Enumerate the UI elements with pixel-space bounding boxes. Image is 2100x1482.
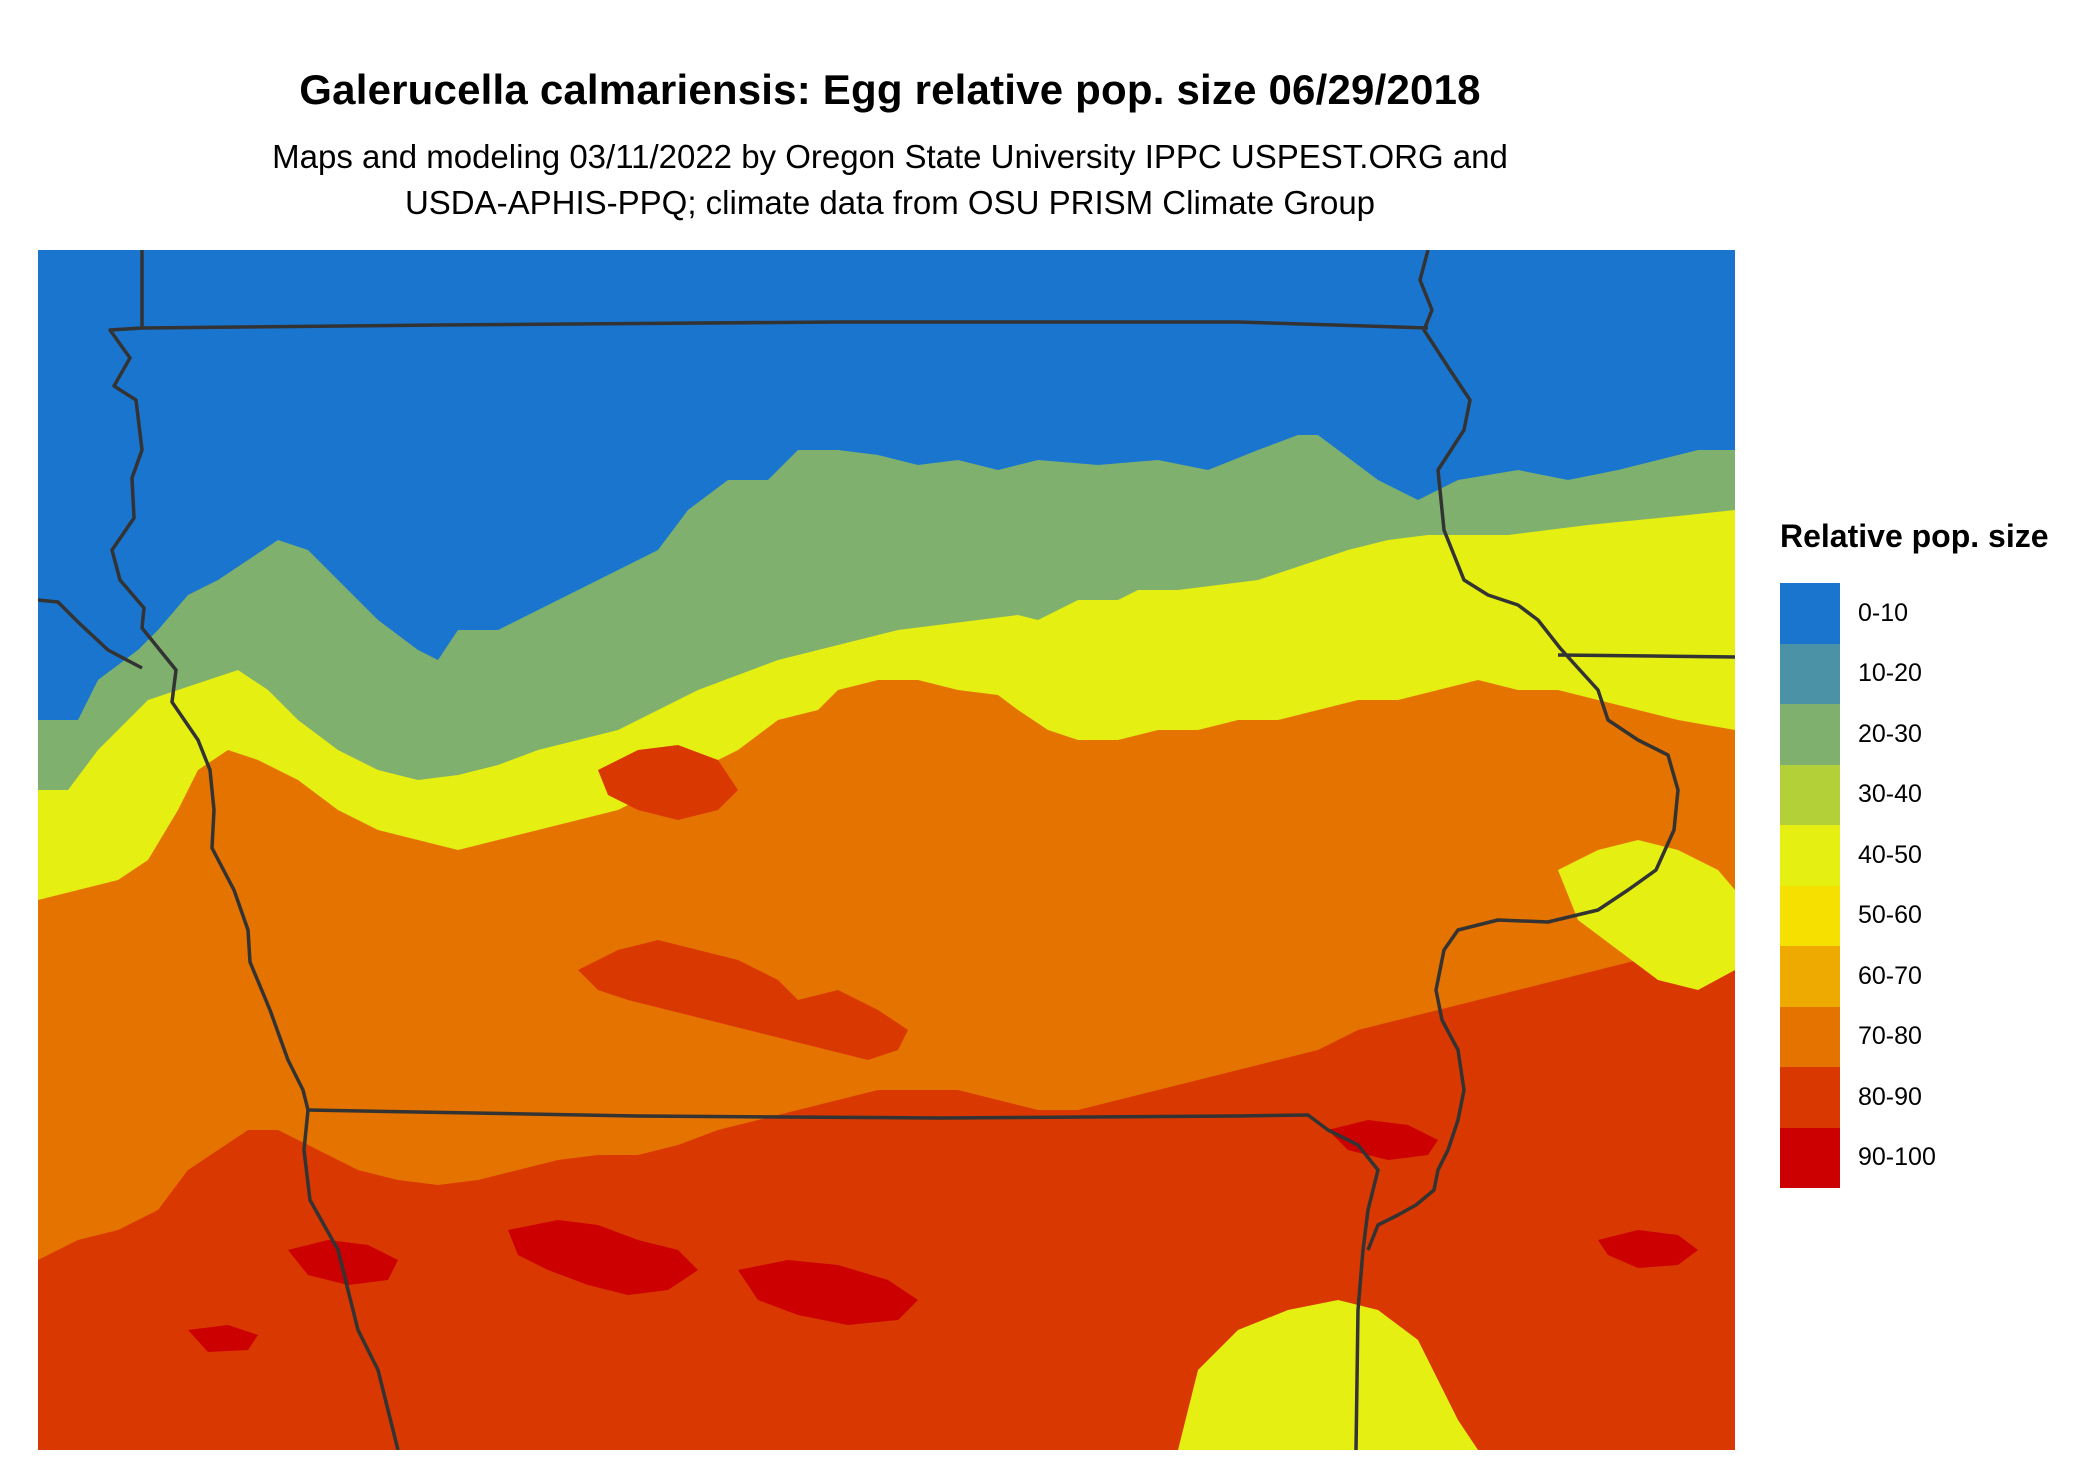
zone-red-orange-upper	[598, 745, 738, 820]
zone-red-3	[738, 1260, 918, 1325]
legend-swatch	[1780, 946, 1840, 1007]
map-title: Galerucella calmariensis: Egg relative p…	[299, 66, 1481, 113]
legend: Relative pop. size 0-10 10-20 20-30 30-4…	[1780, 518, 2049, 1188]
border-iowa-west	[108, 250, 400, 1450]
zone-red-1	[288, 1240, 398, 1285]
zone-red-2	[508, 1220, 698, 1295]
subtitle-line-1: Maps and modeling 03/11/2022 by Oregon S…	[272, 138, 1508, 175]
legend-label: 30-40	[1858, 780, 1922, 809]
legend-swatch	[1780, 764, 1840, 825]
legend-item: 70-80	[1780, 1006, 2049, 1067]
legend-label: 80-90	[1858, 1082, 1922, 1111]
legend-item: 90-100	[1780, 1127, 2049, 1188]
map-canvas	[38, 250, 1735, 1450]
subtitle-line-2: USDA-APHIS-PPQ; climate data from OSU PR…	[404, 184, 1376, 221]
zone-red-4	[1328, 1120, 1438, 1160]
zone-red-orange-center	[578, 940, 908, 1060]
population-map	[38, 250, 1735, 1450]
legend-swatch	[1780, 1067, 1840, 1128]
legend-swatch	[1780, 825, 1840, 886]
legend-item: 30-40	[1780, 764, 2049, 825]
map-subtitle: Maps and modeling 03/11/2022 by Oregon S…	[0, 134, 1780, 226]
legend-swatch	[1780, 704, 1840, 765]
legend-label: 10-20	[1858, 659, 1922, 688]
legend-item: 20-30	[1780, 704, 2049, 765]
legend-item: 10-20	[1780, 643, 2049, 704]
legend-item: 60-70	[1780, 946, 2049, 1007]
legend-title: Relative pop. size	[1780, 518, 2049, 554]
legend-item: 80-90	[1780, 1067, 2049, 1128]
legend-swatch	[1780, 1127, 1840, 1188]
legend-label: 20-30	[1858, 719, 1922, 748]
legend-label: 90-100	[1858, 1143, 1936, 1172]
legend-label: 70-80	[1858, 1022, 1922, 1051]
legend-swatch	[1780, 885, 1840, 946]
border-iowa-missouri	[307, 1108, 1380, 1450]
legend-label: 60-70	[1858, 961, 1922, 990]
legend-label: 50-60	[1858, 901, 1922, 930]
legend-label: 40-50	[1858, 840, 1922, 869]
legend-swatch	[1780, 1006, 1840, 1067]
legend-item: 40-50	[1780, 825, 2049, 886]
legend-item: 50-60	[1780, 885, 2049, 946]
legend-label: 0-10	[1858, 598, 1909, 627]
zone-yellow-southeast	[1178, 1300, 1478, 1450]
zone-yellow-east	[1558, 840, 1735, 990]
border-nebraska-south-dakota	[38, 598, 143, 670]
zone-layer	[38, 250, 1735, 1450]
legend-swatch	[1780, 583, 1840, 644]
legend-swatch	[1780, 643, 1840, 704]
legend-rows: 0-10 10-20 20-30 30-40 40-50 50-60 60-70…	[1780, 583, 2049, 1188]
legend-item: 0-10	[1780, 583, 2049, 644]
border-iowa-east-river	[1366, 250, 1680, 1251]
zone-red-5	[1598, 1230, 1698, 1268]
border-iowa-minnesota	[141, 320, 1429, 330]
state-borders	[38, 250, 1735, 1450]
border-minnesota-wisconsin	[1557, 653, 1735, 659]
zone-red-6	[188, 1325, 258, 1352]
